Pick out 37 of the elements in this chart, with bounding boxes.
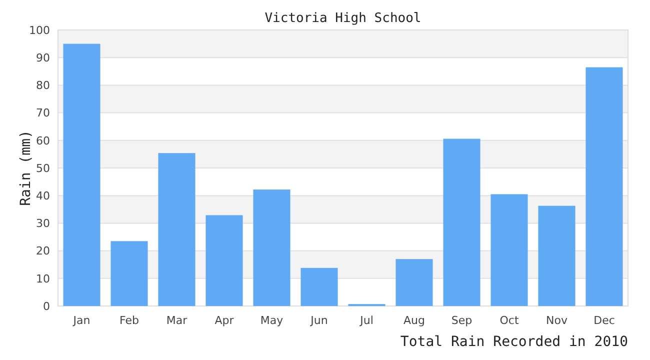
y-tick-label: 70: [36, 106, 50, 120]
x-axis-title: Total Rain Recorded in 2010: [400, 334, 628, 350]
bar: [490, 194, 528, 306]
y-axis-title: Rain (mm): [18, 130, 34, 206]
bar: [396, 259, 433, 306]
y-tick-label: 50: [36, 162, 50, 175]
bar: [443, 138, 480, 306]
x-tick-label: Aug: [404, 314, 425, 327]
y-tick-label: 0: [43, 300, 50, 313]
x-tick-label: Oct: [500, 314, 520, 327]
y-tick-label: 30: [36, 217, 50, 230]
bar: [586, 67, 623, 306]
bar: [300, 268, 338, 306]
y-tick-label: 90: [36, 51, 50, 64]
y-tick-label: 100: [29, 24, 50, 37]
x-tick-label: Jun: [310, 314, 328, 327]
bar: [110, 241, 148, 306]
y-tick-label: 20: [36, 244, 50, 258]
bar: [253, 190, 290, 306]
x-tick-label: Apr: [214, 314, 234, 327]
x-tick-label: Feb: [120, 314, 139, 327]
x-tick-label: Mar: [166, 314, 188, 327]
x-tick-label: May: [260, 314, 284, 327]
bar: [206, 215, 243, 306]
y-tick-label: 40: [36, 189, 50, 202]
y-tick-label: 60: [36, 134, 50, 148]
bar: [538, 206, 576, 306]
y-tick-label: 10: [36, 272, 50, 286]
x-tick-label: Nov: [546, 314, 568, 327]
bar: [63, 44, 100, 306]
x-tick-label: Jul: [359, 314, 374, 327]
bar: [158, 153, 196, 306]
y-tick-label: 80: [36, 79, 50, 92]
x-tick-label: Sep: [451, 314, 472, 327]
x-tick-label: Dec: [594, 314, 615, 327]
chart-title: Victoria High School: [264, 11, 422, 26]
x-tick-label: Jan: [72, 314, 90, 327]
